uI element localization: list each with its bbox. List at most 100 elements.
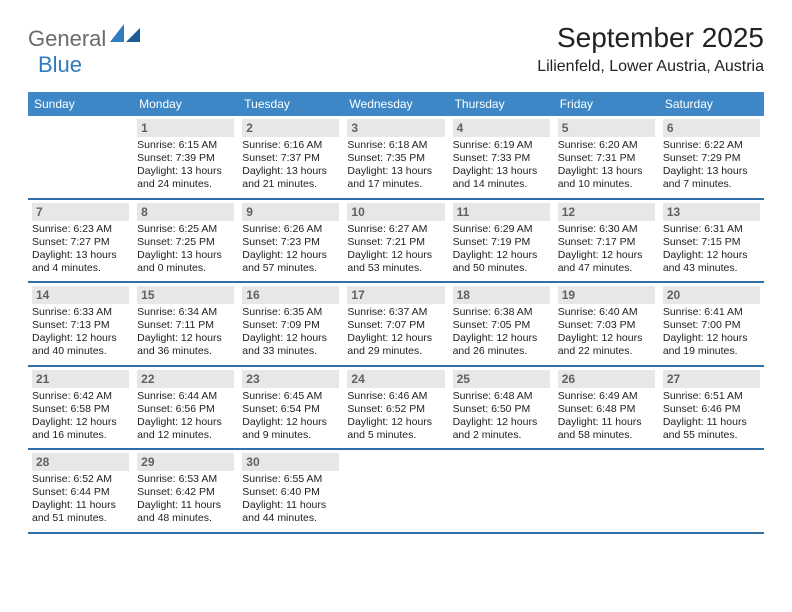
- daylight-line: and 43 minutes.: [663, 262, 760, 275]
- sail-icon: [110, 24, 144, 44]
- daylight-line: Daylight: 12 hours: [242, 249, 339, 262]
- sunset-line: Sunset: 7:19 PM: [453, 236, 550, 249]
- sunrise-line: Sunrise: 6:40 AM: [558, 306, 655, 319]
- logo-text-blue: Blue: [38, 52, 82, 77]
- day-cell: 27Sunrise: 6:51 AMSunset: 6:46 PMDayligh…: [659, 367, 764, 449]
- sunrise-line: Sunrise: 6:34 AM: [137, 306, 234, 319]
- sunrise-line: Sunrise: 6:37 AM: [347, 306, 444, 319]
- sunrise-line: Sunrise: 6:33 AM: [32, 306, 129, 319]
- sunset-line: Sunset: 7:09 PM: [242, 319, 339, 332]
- sunset-line: Sunset: 7:27 PM: [32, 236, 129, 249]
- daylight-line: and 14 minutes.: [453, 178, 550, 191]
- day-number: 8: [137, 203, 234, 221]
- sunset-line: Sunset: 6:46 PM: [663, 403, 760, 416]
- daylight-line: and 24 minutes.: [137, 178, 234, 191]
- day-number: 14: [32, 286, 129, 304]
- daylight-line: and 57 minutes.: [242, 262, 339, 275]
- day-number: 27: [663, 370, 760, 388]
- day-cell: 25Sunrise: 6:48 AMSunset: 6:50 PMDayligh…: [449, 367, 554, 449]
- sunset-line: Sunset: 7:13 PM: [32, 319, 129, 332]
- sunrise-line: Sunrise: 6:53 AM: [137, 473, 234, 486]
- sunrise-line: Sunrise: 6:25 AM: [137, 223, 234, 236]
- weekday-header: Saturday: [659, 92, 764, 116]
- sunset-line: Sunset: 7:07 PM: [347, 319, 444, 332]
- daylight-line: and 22 minutes.: [558, 345, 655, 358]
- day-cell: 24Sunrise: 6:46 AMSunset: 6:52 PMDayligh…: [343, 367, 448, 449]
- sunset-line: Sunset: 6:44 PM: [32, 486, 129, 499]
- day-cell: 9Sunrise: 6:26 AMSunset: 7:23 PMDaylight…: [238, 200, 343, 282]
- day-cell: 8Sunrise: 6:25 AMSunset: 7:25 PMDaylight…: [133, 200, 238, 282]
- sunrise-line: Sunrise: 6:29 AM: [453, 223, 550, 236]
- day-cell: 11Sunrise: 6:29 AMSunset: 7:19 PMDayligh…: [449, 200, 554, 282]
- day-number: 30: [242, 453, 339, 471]
- logo: General Blue: [28, 22, 106, 78]
- day-number: 17: [347, 286, 444, 304]
- day-cell: 26Sunrise: 6:49 AMSunset: 6:48 PMDayligh…: [554, 367, 659, 449]
- sunrise-line: Sunrise: 6:49 AM: [558, 390, 655, 403]
- calendar: SundayMondayTuesdayWednesdayThursdayFrid…: [28, 92, 764, 534]
- sunset-line: Sunset: 6:52 PM: [347, 403, 444, 416]
- day-number: 6: [663, 119, 760, 137]
- sunset-line: Sunset: 6:42 PM: [137, 486, 234, 499]
- sunrise-line: Sunrise: 6:46 AM: [347, 390, 444, 403]
- sunrise-line: Sunrise: 6:41 AM: [663, 306, 760, 319]
- day-number: 24: [347, 370, 444, 388]
- day-cell: [343, 450, 448, 532]
- daylight-line: Daylight: 12 hours: [32, 416, 129, 429]
- week-row: 21Sunrise: 6:42 AMSunset: 6:58 PMDayligh…: [28, 367, 764, 451]
- daylight-line: Daylight: 13 hours: [347, 165, 444, 178]
- day-number: 25: [453, 370, 550, 388]
- daylight-line: and 5 minutes.: [347, 429, 444, 442]
- daylight-line: Daylight: 12 hours: [558, 332, 655, 345]
- day-cell: 4Sunrise: 6:19 AMSunset: 7:33 PMDaylight…: [449, 116, 554, 198]
- sunrise-line: Sunrise: 6:44 AM: [137, 390, 234, 403]
- day-cell: 7Sunrise: 6:23 AMSunset: 7:27 PMDaylight…: [28, 200, 133, 282]
- day-cell: 14Sunrise: 6:33 AMSunset: 7:13 PMDayligh…: [28, 283, 133, 365]
- sunset-line: Sunset: 7:21 PM: [347, 236, 444, 249]
- day-number: 9: [242, 203, 339, 221]
- daylight-line: Daylight: 12 hours: [242, 416, 339, 429]
- week-row: 7Sunrise: 6:23 AMSunset: 7:27 PMDaylight…: [28, 200, 764, 284]
- calendar-page: General Blue September 2025 Lilienfeld, …: [0, 0, 792, 544]
- daylight-line: and 55 minutes.: [663, 429, 760, 442]
- sunrise-line: Sunrise: 6:20 AM: [558, 139, 655, 152]
- sunset-line: Sunset: 6:58 PM: [32, 403, 129, 416]
- day-cell: 19Sunrise: 6:40 AMSunset: 7:03 PMDayligh…: [554, 283, 659, 365]
- daylight-line: Daylight: 11 hours: [137, 499, 234, 512]
- sunrise-line: Sunrise: 6:42 AM: [32, 390, 129, 403]
- sunrise-line: Sunrise: 6:22 AM: [663, 139, 760, 152]
- daylight-line: and 16 minutes.: [32, 429, 129, 442]
- daylight-line: Daylight: 12 hours: [453, 332, 550, 345]
- header: General Blue September 2025 Lilienfeld, …: [28, 22, 764, 78]
- sunset-line: Sunset: 7:39 PM: [137, 152, 234, 165]
- daylight-line: and 50 minutes.: [453, 262, 550, 275]
- sunset-line: Sunset: 6:40 PM: [242, 486, 339, 499]
- day-cell: [28, 116, 133, 198]
- daylight-line: and 53 minutes.: [347, 262, 444, 275]
- day-number: 2: [242, 119, 339, 137]
- sunset-line: Sunset: 7:33 PM: [453, 152, 550, 165]
- daylight-line: Daylight: 12 hours: [137, 416, 234, 429]
- sunrise-line: Sunrise: 6:15 AM: [137, 139, 234, 152]
- sunset-line: Sunset: 7:25 PM: [137, 236, 234, 249]
- weekday-header-row: SundayMondayTuesdayWednesdayThursdayFrid…: [28, 92, 764, 116]
- weekday-header: Monday: [133, 92, 238, 116]
- day-cell: 1Sunrise: 6:15 AMSunset: 7:39 PMDaylight…: [133, 116, 238, 198]
- daylight-line: Daylight: 12 hours: [663, 332, 760, 345]
- day-cell: 10Sunrise: 6:27 AMSunset: 7:21 PMDayligh…: [343, 200, 448, 282]
- sunset-line: Sunset: 7:17 PM: [558, 236, 655, 249]
- daylight-line: and 2 minutes.: [453, 429, 550, 442]
- sunrise-line: Sunrise: 6:35 AM: [242, 306, 339, 319]
- daylight-line: and 51 minutes.: [32, 512, 129, 525]
- day-number: 19: [558, 286, 655, 304]
- location: Lilienfeld, Lower Austria, Austria: [537, 58, 764, 76]
- daylight-line: and 58 minutes.: [558, 429, 655, 442]
- day-number: 15: [137, 286, 234, 304]
- daylight-line: and 17 minutes.: [347, 178, 444, 191]
- daylight-line: Daylight: 12 hours: [453, 416, 550, 429]
- sunset-line: Sunset: 7:23 PM: [242, 236, 339, 249]
- day-number: 5: [558, 119, 655, 137]
- daylight-line: and 48 minutes.: [137, 512, 234, 525]
- day-number: 12: [558, 203, 655, 221]
- sunrise-line: Sunrise: 6:38 AM: [453, 306, 550, 319]
